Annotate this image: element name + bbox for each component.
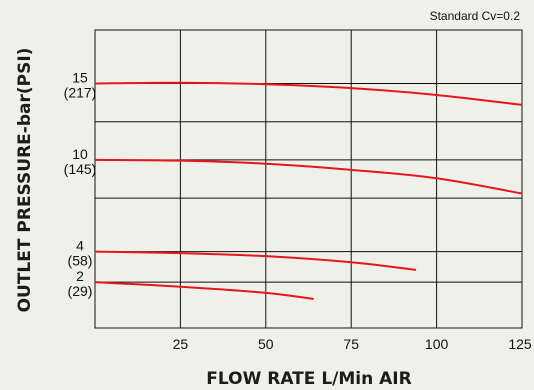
chart-annotation: Standard Cv=0.2 [430, 9, 521, 23]
y-tick-label-psi-2: (58) [68, 253, 93, 269]
y-axis-title: OUTLET PRESSURE-bar(PSI) [15, 48, 35, 313]
x-tick-label-4: 125 [508, 336, 532, 352]
y-tick-label-bar-1: 10 [72, 146, 88, 162]
x-tick-labels: 25 50 75 100 125 [173, 336, 532, 352]
x-tick-label-0: 25 [173, 336, 189, 352]
grid-layer [95, 30, 523, 328]
series-layer [94, 81, 523, 300]
x-axis-title: FLOW RATE L/Min AIR [206, 369, 411, 389]
y-tick-label-psi-1: (145) [64, 161, 97, 177]
y-tick-label-psi-3: (29) [68, 283, 93, 299]
y-tick-label-bar-3: 2 [76, 268, 84, 284]
y-tick-label-bar-0: 15 [72, 69, 88, 85]
series-line-0 [94, 81, 523, 106]
y-tick-label-psi-0: (217) [64, 84, 97, 100]
y-tick-labels: 15(217) 10(145) 4(58)2(29) [64, 69, 97, 299]
x-tick-label-2: 75 [343, 336, 359, 352]
series-line-1 [94, 158, 523, 195]
series-line-2 [94, 250, 417, 271]
x-tick-label-1: 50 [258, 336, 274, 352]
x-tick-label-3: 100 [425, 336, 449, 352]
series-line-3 [94, 281, 314, 300]
y-tick-label-bar-2: 4 [76, 238, 84, 254]
plot-frame [94, 29, 523, 329]
